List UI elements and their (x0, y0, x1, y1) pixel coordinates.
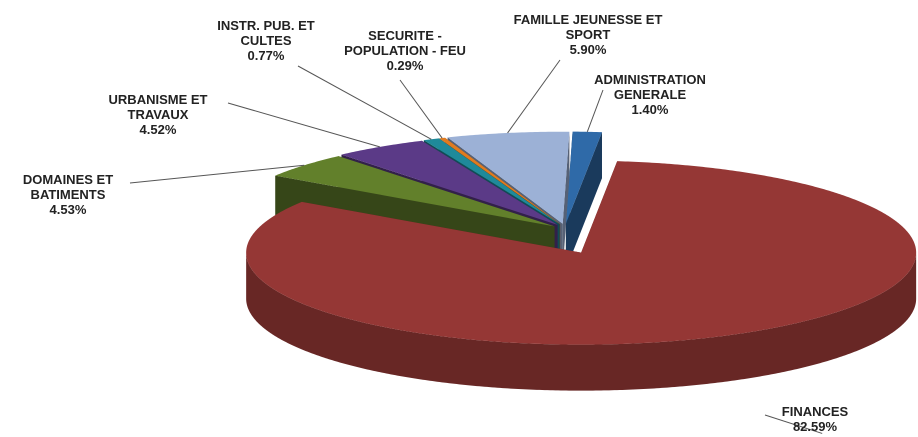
leader-line (399, 79, 443, 139)
category-name: FINANCES (781, 404, 849, 419)
slice-label: URBANISME ET TRAVAUX 4.52% (109, 92, 208, 137)
slice-label: FAMILLE JEUNESSE ET SPORT 5.90% (514, 12, 663, 57)
category-name: SECURITE - POPULATION - FEU (344, 28, 466, 58)
slice-side (246, 252, 917, 391)
slice (439, 137, 561, 225)
leader-line (227, 102, 380, 148)
value-label: 1.40% (631, 102, 669, 117)
leader-line (129, 164, 305, 184)
slice-label: ADMINISTRATION GENERALE 1.40% (594, 72, 706, 117)
slice (423, 138, 560, 225)
category-name: FAMILLE JEUNESSE ET SPORT (513, 12, 663, 42)
slice-label: DOMAINES ET BATIMENTS 4.53% (23, 172, 113, 217)
leader-line (764, 414, 823, 434)
slice (246, 161, 917, 391)
category-name: ADMINISTRATION GENERALE (594, 72, 706, 102)
slice-label: FINANCES 82.59% (782, 404, 848, 434)
category-name: INSTR. PUB. ET CULTES (217, 18, 315, 48)
value-label: 4.52% (139, 122, 177, 137)
slice (565, 131, 602, 224)
slice (447, 131, 570, 224)
slice (246, 161, 917, 345)
slice-label: INSTR. PUB. ET CULTES 0.77% (217, 18, 315, 63)
slice-wall (562, 131, 570, 270)
slice (341, 140, 558, 225)
slice-wall (565, 132, 602, 270)
leader-line (586, 89, 604, 132)
slice-label: SECURITE - POPULATION - FEU 0.29% (344, 28, 466, 73)
value-label: 0.77% (247, 48, 285, 63)
leader-line (507, 59, 561, 134)
slice (565, 131, 602, 270)
slice (275, 156, 555, 227)
value-label: 82.59% (792, 419, 838, 434)
value-label: 4.53% (49, 202, 87, 217)
category-name: URBANISME ET TRAVAUX (108, 92, 208, 122)
value-label: 0.29% (386, 58, 424, 73)
value-label: 5.90% (569, 42, 607, 57)
category-name: DOMAINES ET BATIMENTS (22, 172, 114, 202)
leader-line (297, 65, 432, 140)
